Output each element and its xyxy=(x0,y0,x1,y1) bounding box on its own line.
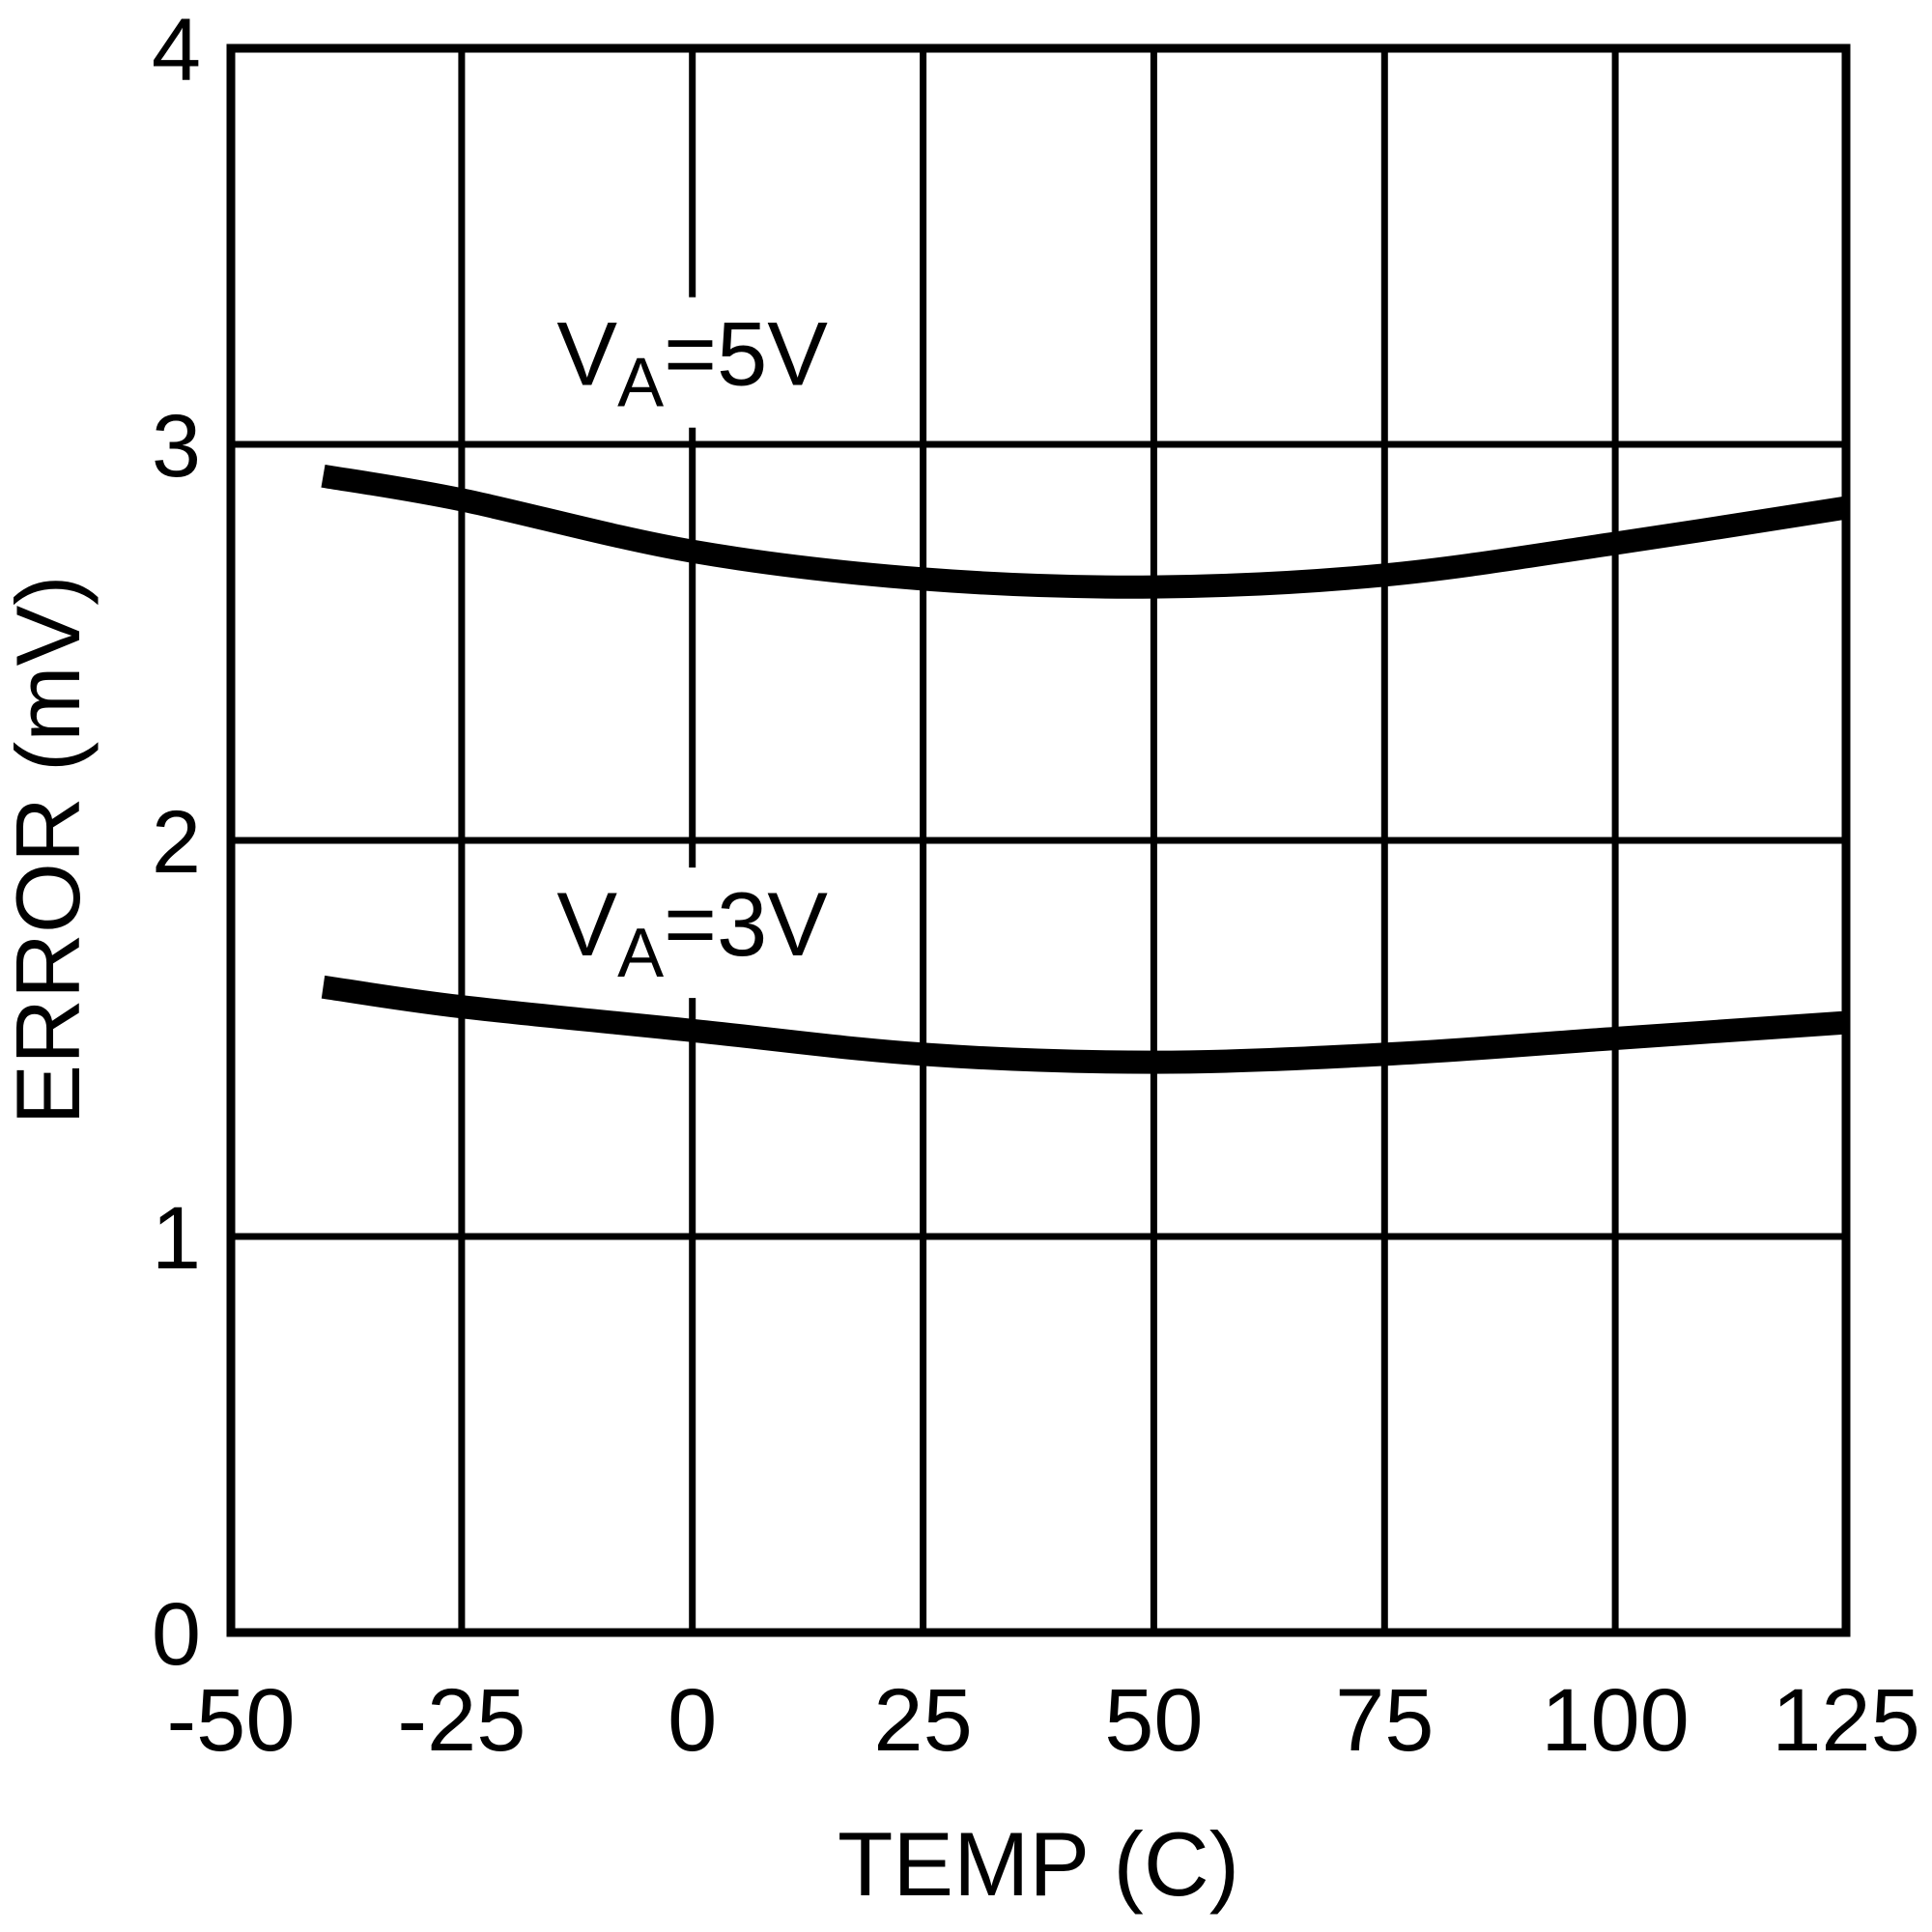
x-tick-label: 100 xyxy=(1541,1671,1690,1770)
series-curve-VA=3V xyxy=(321,975,1847,1074)
x-tick-label: -50 xyxy=(167,1671,296,1770)
series-curve-VA=5V xyxy=(321,464,1848,599)
curve-labels: VA=5V VA=3V xyxy=(545,297,840,999)
y-axis-label: ERROR (mV) xyxy=(0,575,99,1124)
curve-label-group-VA=5V: VA=5V xyxy=(545,297,840,428)
curve-label-background xyxy=(545,867,840,999)
plot-border xyxy=(226,43,1851,1637)
gridlines xyxy=(231,48,1846,1633)
y-tick-label: 0 xyxy=(152,1585,201,1684)
x-tick-label: 50 xyxy=(1104,1671,1203,1770)
x-tick-label: 125 xyxy=(1772,1671,1920,1770)
x-tick-label: -25 xyxy=(397,1671,526,1770)
x-tick-label: 75 xyxy=(1335,1671,1434,1770)
y-tick-label: 4 xyxy=(152,1,201,99)
curve-label-VA=5V: VA=5V xyxy=(556,303,828,422)
y-tick-label: 2 xyxy=(152,793,201,892)
curve-label-group-VA=3V: VA=3V xyxy=(545,867,840,999)
x-axis-label: TEMP (C) xyxy=(838,1813,1239,1915)
curves xyxy=(321,464,1848,1074)
x-tick-label: 25 xyxy=(873,1671,972,1770)
curve-label-background xyxy=(545,297,840,428)
y-tick-label: 1 xyxy=(152,1189,201,1288)
curve-label-VA=3V: VA=3V xyxy=(556,873,828,992)
x-tick-labels: -50 -25 0 25 50 75 100 125 xyxy=(167,1671,1920,1770)
x-tick-label: 0 xyxy=(668,1671,717,1770)
y-tick-labels: 0 1 2 3 4 xyxy=(152,1,201,1684)
y-tick-label: 3 xyxy=(152,397,201,496)
